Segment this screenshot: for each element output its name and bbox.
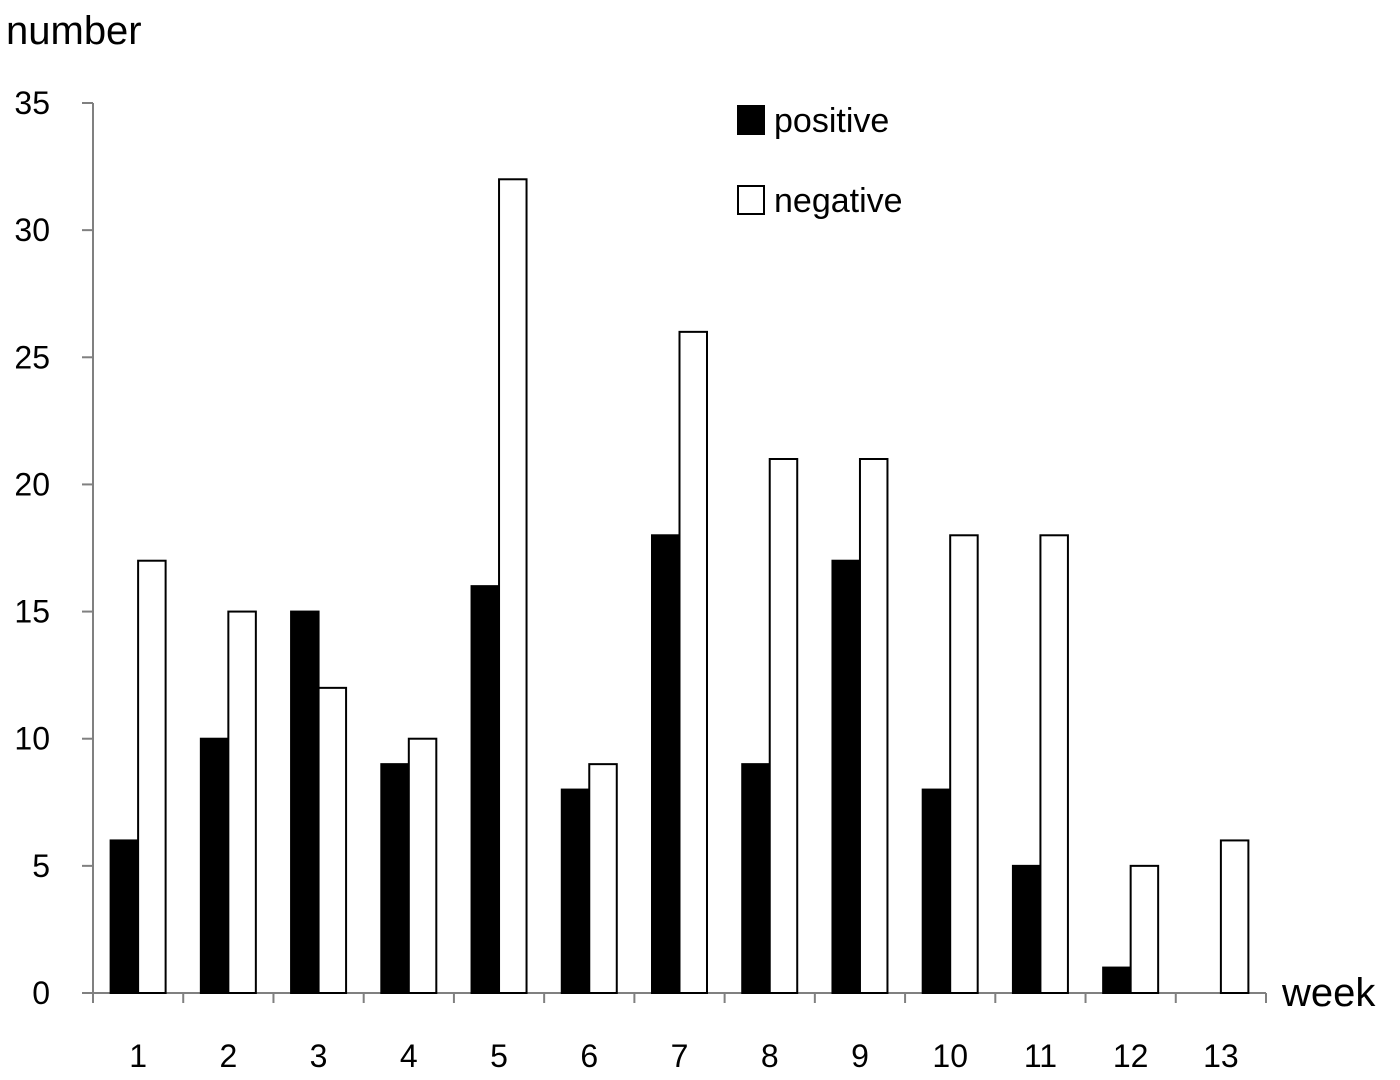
legend: positive negative xyxy=(737,102,903,220)
bar-positive-week-6 xyxy=(560,788,591,994)
x-tick-label: 13 xyxy=(1203,1038,1239,1074)
bar-negative-week-7 xyxy=(678,330,708,995)
x-tick-label: 3 xyxy=(310,1038,328,1074)
x-tick-label: 1 xyxy=(129,1038,147,1074)
bars xyxy=(109,178,1250,995)
legend-label-positive: positive xyxy=(774,102,889,140)
x-tick-label: 2 xyxy=(219,1038,237,1074)
legend-swatch-negative xyxy=(737,185,765,215)
y-tick-label: 0 xyxy=(32,975,50,1011)
bar-positive-week-1 xyxy=(109,839,140,995)
bar-positive-week-8 xyxy=(741,763,771,995)
bar-negative-week-3 xyxy=(317,686,348,994)
x-tick-label: 8 xyxy=(761,1038,779,1074)
x-axis-label: week xyxy=(1281,971,1376,1015)
bar-positive-week-4 xyxy=(380,763,410,995)
bar-negative-week-2 xyxy=(227,610,257,994)
bar-negative-week-8 xyxy=(768,458,799,994)
bar-positive-week-10 xyxy=(921,788,952,994)
bar-negative-week-10 xyxy=(949,534,979,994)
bar-positive-week-7 xyxy=(651,534,681,994)
bar-negative-week-12 xyxy=(1129,864,1160,994)
x-tick-label: 11 xyxy=(1024,1038,1057,1074)
x-tick-label: 10 xyxy=(932,1038,968,1074)
bar-negative-week-4 xyxy=(407,737,438,995)
y-tick-label: 5 xyxy=(32,848,50,884)
y-tick-label: 25 xyxy=(14,339,50,375)
bar-positive-week-12 xyxy=(1102,966,1132,994)
legend-label-negative: negative xyxy=(774,182,903,220)
y-tick-label: 20 xyxy=(14,466,50,502)
x-tick-label: 12 xyxy=(1113,1038,1149,1074)
x-tick-label: 5 xyxy=(490,1038,508,1074)
legend-swatch-positive xyxy=(737,105,765,135)
bar-negative-week-13 xyxy=(1219,839,1250,995)
y-tick-label: 15 xyxy=(14,594,50,630)
bar-negative-week-6 xyxy=(588,763,618,995)
bar-positive-week-11 xyxy=(1011,864,1042,994)
bar-positive-week-9 xyxy=(831,559,861,994)
bar-positive-week-5 xyxy=(470,585,501,995)
y-ticks: 0 5 10 15 20 25 30 35 xyxy=(14,85,93,1011)
x-tick-label: 7 xyxy=(671,1038,689,1074)
bar-positive-week-3 xyxy=(290,610,320,994)
x-tick-label: 4 xyxy=(400,1038,418,1074)
bar-negative-week-5 xyxy=(498,178,528,995)
y-tick-label: 35 xyxy=(14,85,50,121)
y-tick-label: 30 xyxy=(14,212,50,248)
x-tick-label: 9 xyxy=(851,1038,869,1074)
bar-negative-week-9 xyxy=(858,458,889,994)
x-ticks: 1 2 3 4 5 6 7 8 9 10 11 12 13 xyxy=(92,993,1267,1074)
y-tick-label: 10 xyxy=(14,721,50,757)
bar-negative-week-11 xyxy=(1039,534,1069,994)
x-tick-label: 6 xyxy=(580,1038,598,1074)
bar-negative-week-1 xyxy=(137,559,167,994)
y-axis-label: number xyxy=(6,9,142,53)
bar-positive-week-2 xyxy=(199,737,230,995)
